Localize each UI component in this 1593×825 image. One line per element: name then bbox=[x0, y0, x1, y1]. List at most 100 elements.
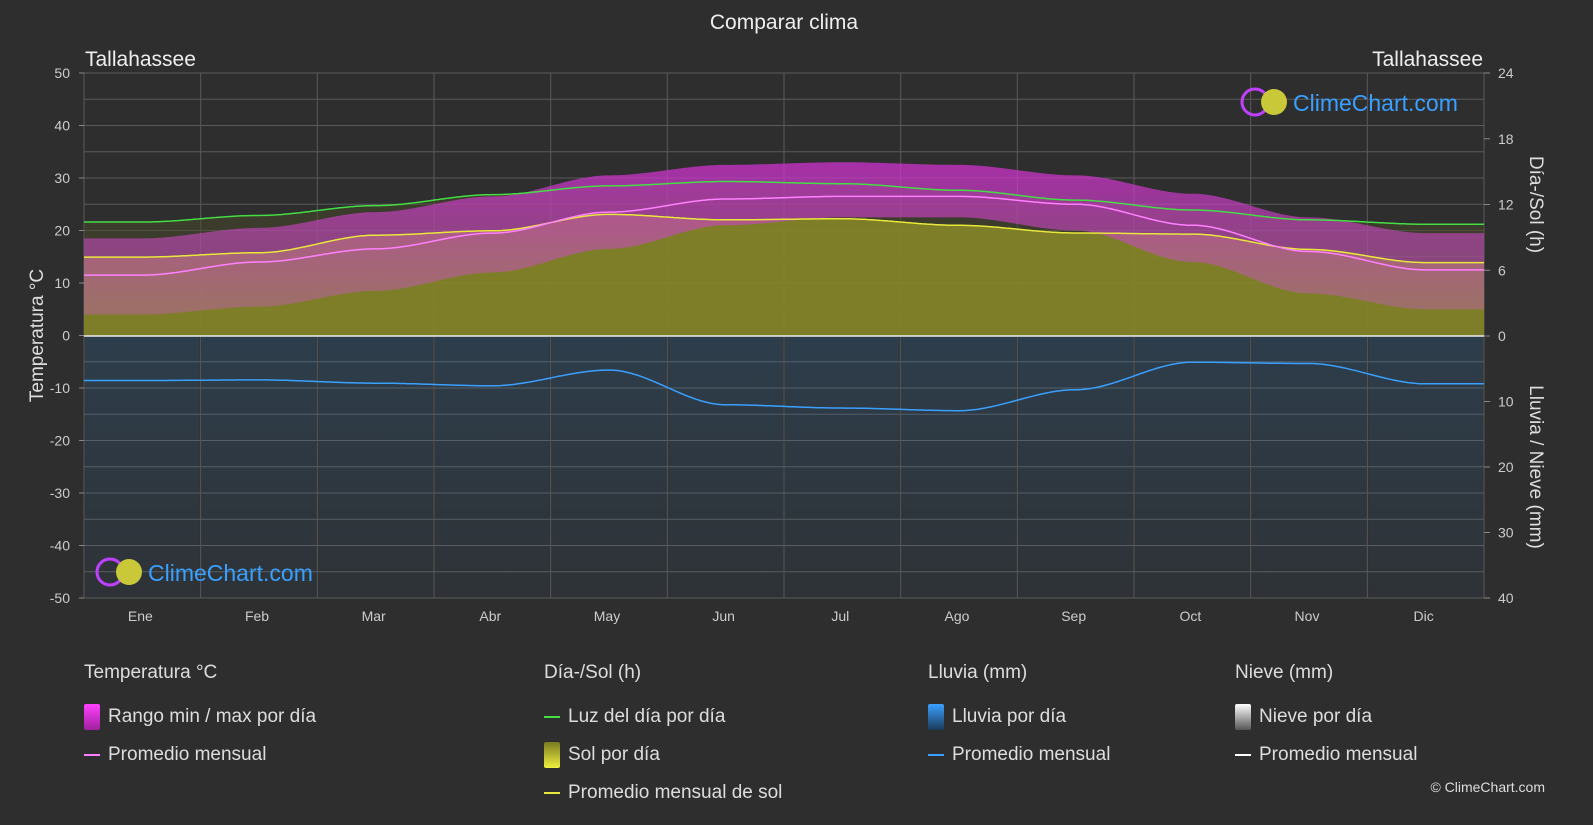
y-tick-label: 20 bbox=[54, 223, 70, 239]
swatch-icon bbox=[84, 754, 100, 756]
legend-label: Promedio mensual de sol bbox=[568, 782, 783, 803]
y2-tick-label: 0 bbox=[1498, 328, 1506, 344]
temperature-range-band bbox=[84, 162, 1484, 315]
legend-item: Promedio mensual bbox=[84, 736, 316, 774]
legend-item: Lluvia por día bbox=[928, 698, 1110, 736]
x-tick-label: Dic bbox=[1414, 608, 1434, 624]
legend-label: Nieve por día bbox=[1259, 706, 1373, 727]
swatch-icon bbox=[544, 742, 560, 768]
legend-item: Luz del día por día bbox=[544, 698, 782, 736]
y2-tick-label: 18 bbox=[1498, 131, 1514, 147]
legend-item: Promedio mensual bbox=[1235, 736, 1417, 774]
y-tick-label: -50 bbox=[50, 590, 70, 606]
temperature-avg-line bbox=[84, 195, 1484, 276]
series-lines bbox=[84, 180, 1484, 412]
y-axis-title: Temperatura °C bbox=[27, 269, 48, 402]
swatch-icon bbox=[544, 792, 560, 794]
y-tick-label: -30 bbox=[50, 485, 70, 501]
rain-bar bbox=[785, 336, 900, 598]
rain-bar bbox=[85, 336, 200, 598]
legend-daylight: Día-/Sol (h) Luz del día por día Sol por… bbox=[544, 662, 782, 812]
x-tick-label: Nov bbox=[1295, 608, 1320, 624]
logo-sun-icon bbox=[1261, 89, 1287, 115]
y3-tick-label: 30 bbox=[1498, 525, 1514, 541]
x-tick-label: Jun bbox=[712, 608, 735, 624]
legend-title: Día-/Sol (h) bbox=[544, 662, 642, 683]
y-tick-label: 50 bbox=[54, 65, 70, 81]
temperature-range-area bbox=[84, 162, 1484, 315]
swatch-icon bbox=[928, 754, 944, 756]
legend-title: Lluvia (mm) bbox=[928, 662, 1028, 683]
location-left: Tallahassee bbox=[85, 48, 196, 71]
legend-label: Promedio mensual bbox=[108, 744, 267, 765]
logo-sun-icon bbox=[116, 559, 142, 585]
y-tick-label: -10 bbox=[50, 380, 70, 396]
rain-bar bbox=[1368, 336, 1483, 598]
x-tick-label: Jul bbox=[831, 608, 849, 624]
legend-temperature: Temperatura °C Rango min / max por día P… bbox=[84, 662, 316, 774]
legend-title: Nieve (mm) bbox=[1235, 662, 1334, 683]
y3-tick-label: 40 bbox=[1498, 590, 1514, 606]
x-tick-label: Mar bbox=[362, 608, 386, 624]
legend-title: Temperatura °C bbox=[84, 662, 218, 683]
rain-bar bbox=[1251, 336, 1367, 598]
sunshine-avg-line bbox=[84, 213, 1484, 264]
x-tick-label: Ene bbox=[128, 608, 153, 624]
y-tick-label: 30 bbox=[54, 170, 70, 186]
location-right: Tallahassee bbox=[1372, 48, 1483, 71]
legend-label: Promedio mensual bbox=[1259, 744, 1418, 765]
logo-text: ClimeChart.com bbox=[1293, 90, 1458, 116]
legend-snow: Nieve (mm) Nieve por día Promedio mensua… bbox=[1235, 662, 1417, 774]
logo-bottom: ClimeChart.com bbox=[95, 557, 313, 587]
y2-tick-label: 24 bbox=[1498, 65, 1514, 81]
swatch-icon bbox=[84, 704, 100, 730]
legend-item: Rango min / max por día bbox=[84, 698, 316, 736]
rain-bar bbox=[1018, 336, 1133, 598]
logo-text: ClimeChart.com bbox=[148, 560, 313, 586]
swatch-icon bbox=[1235, 704, 1251, 730]
swatch-icon bbox=[1235, 754, 1251, 756]
x-tick-label: Oct bbox=[1179, 608, 1201, 624]
x-tick-label: Feb bbox=[245, 608, 269, 624]
swatch-icon bbox=[544, 716, 560, 718]
x-tick-label: Sep bbox=[1061, 608, 1086, 624]
y-tick-label: -20 bbox=[50, 433, 70, 449]
legend-item: Nieve por día bbox=[1235, 698, 1417, 736]
legend-rain: Lluvia (mm) Lluvia por día Promedio mens… bbox=[928, 662, 1110, 774]
logo-top: ClimeChart.com bbox=[1240, 87, 1458, 117]
chart-title: Comparar clima bbox=[710, 11, 859, 34]
legend-label: Lluvia por día bbox=[952, 706, 1067, 727]
y3-tick-label: 20 bbox=[1498, 459, 1514, 475]
y3-tick-label: 10 bbox=[1498, 394, 1514, 410]
legend-item: Promedio mensual bbox=[928, 736, 1110, 774]
rain-bar bbox=[668, 336, 783, 598]
rain-bar bbox=[201, 336, 317, 598]
rain-bar bbox=[435, 336, 550, 598]
x-tick-label: May bbox=[594, 608, 620, 624]
legend-item: Sol por día bbox=[544, 736, 782, 774]
rain-bar bbox=[1135, 336, 1250, 598]
y-tick-label: -40 bbox=[50, 538, 70, 554]
rain-bar bbox=[318, 336, 433, 598]
legend-label: Promedio mensual bbox=[952, 744, 1111, 765]
y-tick-label: 10 bbox=[54, 275, 70, 291]
y3-axis-title: Lluvia / Nieve (mm) bbox=[1525, 385, 1546, 549]
x-tick-label: Ago bbox=[945, 608, 970, 624]
daylight-line bbox=[84, 180, 1484, 225]
rain-bar bbox=[901, 336, 1017, 598]
legend-item: Promedio mensual de sol bbox=[544, 774, 782, 812]
legend-label: Sol por día bbox=[568, 744, 660, 765]
swatch-icon bbox=[928, 704, 944, 730]
copyright: © ClimeChart.com bbox=[1430, 779, 1545, 795]
y2-tick-label: 6 bbox=[1498, 262, 1506, 278]
y2-tick-label: 12 bbox=[1498, 197, 1514, 213]
legend-label: Rango min / max por día bbox=[108, 706, 317, 727]
rain-bar bbox=[551, 336, 667, 598]
y-tick-label: 40 bbox=[54, 118, 70, 134]
y2-axis-title: Día-/Sol (h) bbox=[1525, 156, 1546, 253]
x-tick-label: Abr bbox=[479, 608, 501, 624]
axes: 50 40 30 20 10 0 -10 -20 -30 -40 -50 24 18 12 6 0 10 20 30… bbox=[27, 65, 1546, 624]
rain-avg-line bbox=[84, 361, 1484, 412]
y-tick-label: 0 bbox=[62, 328, 70, 344]
